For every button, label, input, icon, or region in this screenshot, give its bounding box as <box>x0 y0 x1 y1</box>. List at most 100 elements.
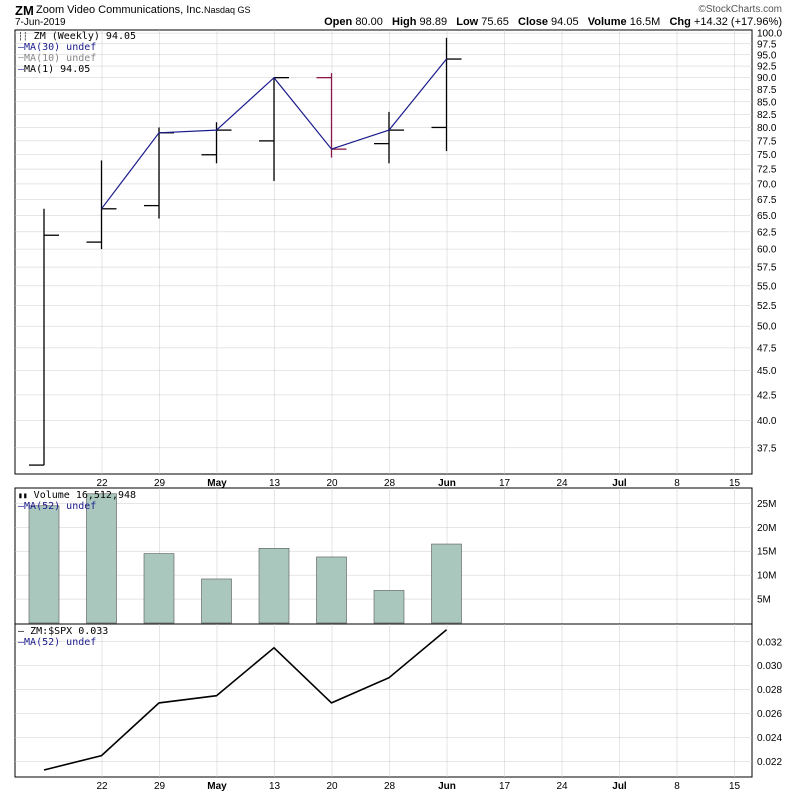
chg-value: +14.32 (+17.96%) <box>693 16 782 28</box>
price-tick-label: 60.0 <box>757 245 777 256</box>
price-x-tick-label: 29 <box>154 478 166 489</box>
ratio-x-tick-label: May <box>207 781 227 792</box>
price-tick-label: 72.5 <box>757 165 777 176</box>
chart-header: ZM Zoom Video Communications, Inc. Nasda… <box>0 0 800 30</box>
price-x-tick-label: 17 <box>499 478 511 489</box>
volume-gridlines <box>15 488 752 624</box>
price-tick-label: 95.0 <box>757 50 777 61</box>
price-tick-label: 55.0 <box>757 281 777 292</box>
volume-bar <box>28 505 60 624</box>
open-label: Open <box>324 16 353 28</box>
dotted-line-icon: ┄ <box>18 53 25 64</box>
close-value: 94.05 <box>551 16 579 28</box>
ohlc-bar <box>259 77 289 181</box>
price-tick-label: 47.5 <box>757 343 777 354</box>
price-tick-label: 80.0 <box>757 123 777 134</box>
ratio-x-tick-label: 13 <box>269 781 281 792</box>
price-x-tick-label: 20 <box>326 478 338 489</box>
legend-ma1: —MA(1) 94.05 <box>18 64 91 75</box>
legend-ma30: —MA(30) undef <box>18 42 97 53</box>
price-x-tick-label: May <box>207 478 227 489</box>
price-tick-label: 100.0 <box>757 29 782 40</box>
volume-bar <box>373 590 405 624</box>
volume-bar <box>316 556 347 624</box>
price-tick-label: 92.5 <box>757 62 777 73</box>
ratio-x-tick-label: Jun <box>438 781 456 792</box>
volume-label: Volume <box>587 16 627 28</box>
chg-label: Chg <box>669 16 691 28</box>
volume-value: 16.5M <box>629 16 661 28</box>
volume-bar <box>258 548 290 624</box>
volume-tick-label: 10M <box>757 571 776 582</box>
low-value: 75.65 <box>481 16 509 28</box>
price-bars <box>29 37 462 466</box>
price-tick-label: 65.0 <box>757 211 777 222</box>
price-tick-label: 57.5 <box>757 263 777 274</box>
volume-tick-label: 5M <box>757 595 771 606</box>
price-x-tick-label: 8 <box>674 478 680 489</box>
ohlc-bar <box>374 111 404 164</box>
ratio-line <box>43 629 448 771</box>
ratio-tick-label: 0.030 <box>757 661 782 672</box>
price-tick-label: 77.5 <box>757 136 777 147</box>
legend-ma10: ┄MA(10) undef <box>18 53 97 64</box>
ratio-x-tick-label: 24 <box>556 781 568 792</box>
chart-date: 7-Jun-2019 <box>15 17 66 28</box>
ohlc-bar <box>316 72 347 158</box>
ratio-y-axis: 0.032 0.030 0.028 0.026 0.024 0.022 <box>757 637 782 768</box>
legend-ratio-ma52: —MA(52) undef <box>18 637 97 648</box>
watermark: ©StockCharts.com <box>698 4 782 15</box>
ohlc-bar <box>86 160 117 250</box>
volume-bars-icon: ▮▮ <box>18 491 28 500</box>
ma1-line <box>101 58 447 210</box>
price-tick-label: 67.5 <box>757 195 777 206</box>
price-x-tick-label: 15 <box>729 478 741 489</box>
ratio-tick-label: 0.028 <box>757 685 782 696</box>
ratio-gridlines <box>15 624 752 777</box>
ratio-panel-frame <box>14 623 753 778</box>
price-tick-label: 90.0 <box>757 73 777 84</box>
price-x-tick-label: 24 <box>556 478 568 489</box>
ratio-x-axis: 22 29 May 13 20 28 Jun 17 24 Jul 8 15 <box>96 781 740 792</box>
ratio-x-tick-label: 29 <box>154 781 166 792</box>
ohlc-summary: Open 80.00 High 98.89 Low 75.65 Close 94… <box>324 16 782 28</box>
line-icon: — <box>18 42 25 53</box>
price-gridlines <box>15 30 752 474</box>
price-tick-label: 82.5 <box>757 110 777 121</box>
price-tick-label: 97.5 <box>757 39 777 50</box>
company-name: Zoom Video Communications, Inc. <box>36 4 204 16</box>
price-y-axis: 100.097.595.092.590.087.585.0 82.5 80.0 77.… <box>757 29 782 455</box>
price-tick-label: 87.5 <box>757 85 777 96</box>
price-tick-label: 85.0 <box>757 97 777 108</box>
price-tick-label: 50.0 <box>757 322 777 333</box>
ratio-tick-label: 0.022 <box>757 757 782 768</box>
volume-bars <box>28 493 462 624</box>
high-value: 98.89 <box>419 16 448 28</box>
volume-bar <box>86 493 117 624</box>
ohlc-bar <box>29 208 59 466</box>
price-x-tick-label: 13 <box>269 478 281 489</box>
ohlc-bar <box>201 122 232 164</box>
volume-bar <box>201 578 232 624</box>
ratio-x-tick-label: 22 <box>96 781 108 792</box>
price-x-tick-label: Jun <box>438 478 456 489</box>
price-tick-label: 52.5 <box>757 301 777 312</box>
price-tick-label: 45.0 <box>757 366 777 377</box>
legend-volume-ma52: —MA(52) undef <box>18 501 97 512</box>
price-legend: ┆┆ ZM (Weekly) 94.05 —MA(30) undef ┄MA(1… <box>18 31 136 75</box>
ohlc-bar <box>431 37 462 152</box>
price-tick-label: 62.5 <box>757 227 777 238</box>
volume-legend: ▮▮ Volume 16,512,948 —MA(52) undef <box>18 490 136 512</box>
low-label: Low <box>456 16 479 28</box>
line-icon: — <box>18 501 25 512</box>
line-icon: — <box>18 637 25 648</box>
price-tick-label: 70.0 <box>757 179 777 190</box>
legend-ratio: — ZM:$SPX 0.033 <box>18 626 109 637</box>
volume-tick-label: 15M <box>757 547 776 558</box>
price-tick-label: 42.5 <box>757 390 777 401</box>
line-icon: — <box>18 626 25 637</box>
ratio-tick-label: 0.026 <box>757 709 782 720</box>
ratio-x-tick-label: 28 <box>384 781 396 792</box>
volume-bar <box>431 543 462 624</box>
